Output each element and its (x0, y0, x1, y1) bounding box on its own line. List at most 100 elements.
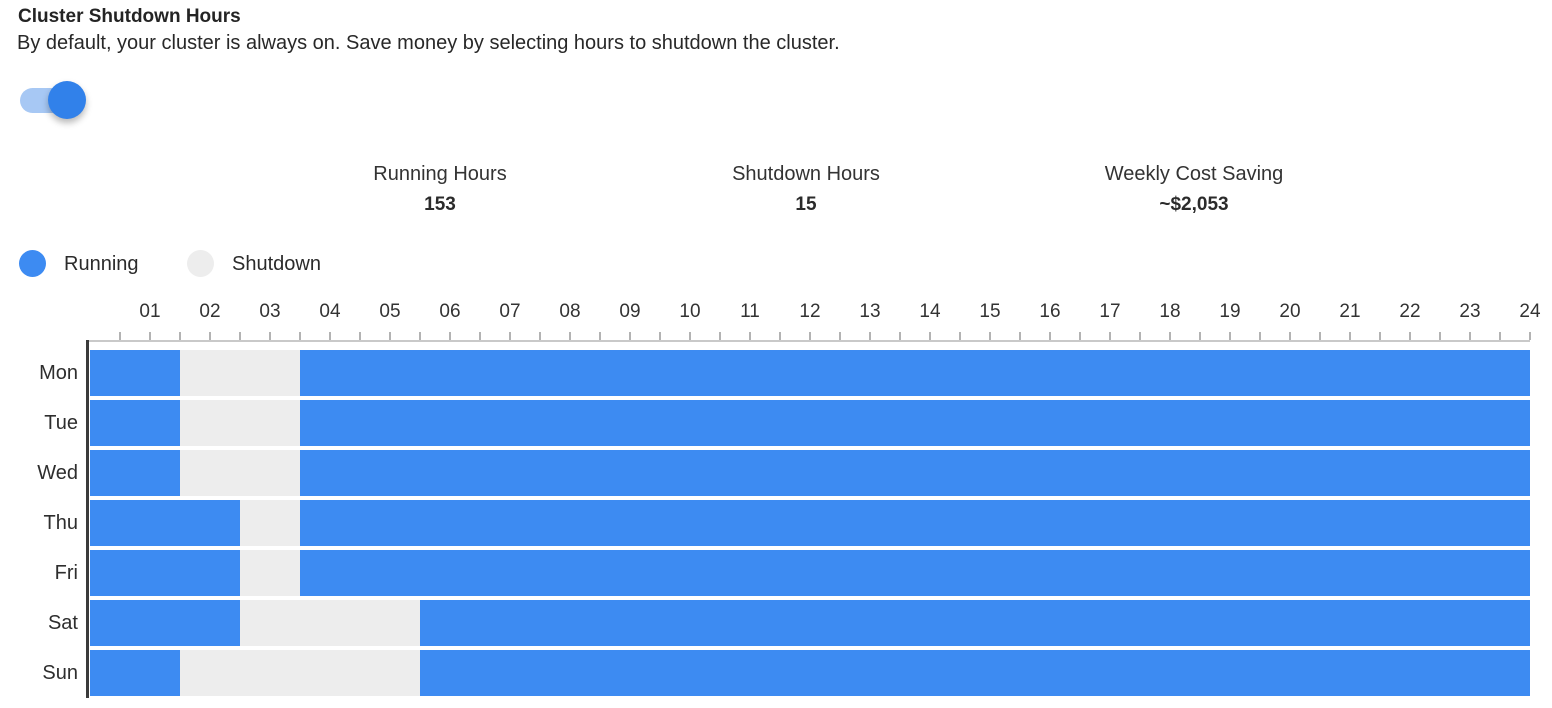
day-label-mon: Mon (39, 362, 78, 384)
hour-label: 21 (1339, 301, 1361, 322)
schedule-segment-sun-running[interactable] (90, 650, 180, 696)
legend-running-label: Running (64, 253, 139, 275)
axis-tick (719, 332, 721, 340)
hour-label: 11 (740, 301, 760, 322)
schedule-segment-mon-running[interactable] (90, 350, 180, 396)
hour-label: 20 (1279, 301, 1301, 322)
axis-tick (1139, 332, 1141, 340)
schedule-segment-sun-running[interactable] (420, 650, 1530, 696)
axis-tick (209, 332, 211, 340)
schedule-segment-tue-shutdown[interactable] (180, 400, 300, 446)
schedule-segment-thu-running[interactable] (300, 500, 1530, 546)
schedule-segment-wed-running[interactable] (300, 450, 1530, 496)
stat-value: ~$2,053 (1159, 194, 1229, 215)
stat-weekly-cost-saving: Weekly Cost Saving ~$2,053 (1044, 163, 1344, 216)
schedule-segment-fri-shutdown[interactable] (240, 550, 300, 596)
day-label-sat: Sat (47, 612, 78, 634)
axis-tick (1529, 332, 1531, 340)
axis-tick (179, 332, 181, 340)
axis-tick (539, 332, 541, 340)
axis-tick (1169, 332, 1171, 340)
axis-tick (749, 332, 751, 340)
axis-tick (689, 332, 691, 340)
hour-label: 12 (799, 301, 821, 322)
axis-tick (989, 332, 991, 340)
x-axis-line (86, 340, 1530, 342)
hour-label: 16 (1039, 301, 1061, 322)
axis-tick (929, 332, 931, 340)
axis-tick (299, 332, 301, 340)
hour-label: 13 (859, 301, 881, 322)
stat-value: 15 (795, 194, 817, 215)
schedule-segment-tue-running[interactable] (90, 400, 180, 446)
hour-label: 18 (1159, 301, 1181, 322)
axis-tick (809, 332, 811, 340)
stat-running-hours: Running Hours 153 (290, 163, 590, 216)
schedule-segment-tue-running[interactable] (300, 400, 1530, 446)
axis-tick (1079, 332, 1081, 340)
day-label-wed: Wed (37, 462, 78, 484)
axis-tick (479, 332, 481, 340)
axis-tick (1259, 332, 1261, 340)
cluster-shutdown-toggle[interactable] (20, 81, 90, 119)
axis-tick (839, 332, 841, 340)
axis-tick (419, 332, 421, 340)
axis-tick (1469, 332, 1471, 340)
axis-tick (779, 332, 781, 340)
schedule-segment-wed-shutdown[interactable] (180, 450, 300, 496)
axis-tick (899, 332, 901, 340)
schedule-segment-thu-shutdown[interactable] (240, 500, 300, 546)
schedule-segment-sat-running[interactable] (90, 600, 240, 646)
hour-label: 23 (1459, 301, 1481, 322)
axis-tick (1109, 332, 1111, 340)
hour-label: 07 (499, 301, 521, 322)
day-label-thu: Thu (43, 512, 78, 534)
axis-tick (389, 332, 391, 340)
hour-label: 15 (979, 301, 1001, 322)
axis-tick (869, 332, 871, 340)
page-subtitle: By default, your cluster is always on. S… (17, 32, 840, 54)
axis-tick (1019, 332, 1021, 340)
stat-value: 153 (424, 194, 456, 215)
hour-label: 06 (439, 301, 461, 322)
axis-tick (659, 332, 661, 340)
stat-label: Running Hours (373, 163, 507, 185)
y-axis-line (86, 340, 89, 698)
schedule-segment-mon-shutdown[interactable] (180, 350, 300, 396)
axis-tick (239, 332, 241, 340)
axis-tick (509, 332, 511, 340)
axis-tick (449, 332, 451, 340)
axis-tick (269, 332, 271, 340)
day-label-fri: Fri (54, 562, 78, 584)
hour-label: 22 (1399, 301, 1421, 322)
hour-label: 24 (1519, 301, 1541, 322)
axis-tick (629, 332, 631, 340)
axis-tick (1319, 332, 1321, 340)
stat-label: Shutdown Hours (732, 163, 880, 185)
hour-label: 02 (199, 301, 221, 322)
stat-label: Weekly Cost Saving (1104, 163, 1284, 185)
schedule-segment-wed-running[interactable] (90, 450, 180, 496)
day-label-sun: Sun (42, 662, 78, 684)
axis-tick (1409, 332, 1411, 340)
hour-label: 19 (1219, 301, 1241, 322)
hour-label: 03 (259, 301, 281, 322)
schedule-segment-thu-running[interactable] (90, 500, 240, 546)
schedule-segment-sat-running[interactable] (420, 600, 1530, 646)
legend-shutdown-label: Shutdown (232, 253, 321, 275)
schedule-segment-sun-shutdown[interactable] (180, 650, 420, 696)
axis-tick (1049, 332, 1051, 340)
schedule-segment-fri-running[interactable] (300, 550, 1530, 596)
axis-tick (1229, 332, 1231, 340)
hour-label: 14 (919, 301, 941, 322)
axis-tick (569, 332, 571, 340)
hour-label: 17 (1099, 301, 1121, 322)
schedule-segment-mon-running[interactable] (300, 350, 1530, 396)
axis-tick (329, 332, 331, 340)
axis-tick (1499, 332, 1501, 340)
legend-shutdown-dot (187, 250, 214, 277)
schedule-segment-fri-running[interactable] (90, 550, 240, 596)
axis-tick (1439, 332, 1441, 340)
schedule-segment-sat-shutdown[interactable] (240, 600, 420, 646)
